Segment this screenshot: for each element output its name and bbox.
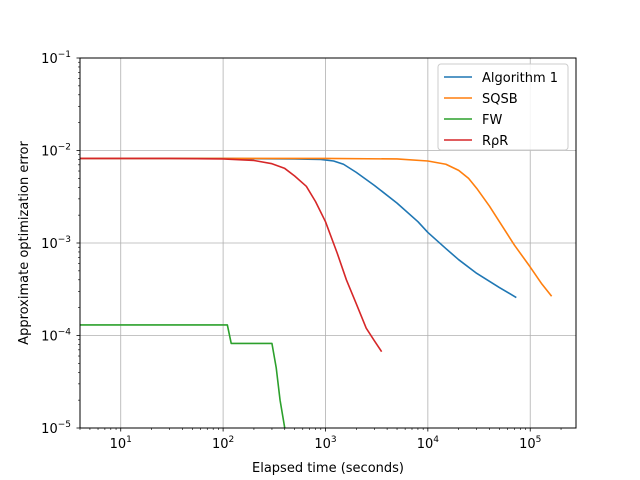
x-tick-label-3-base: 10 [417, 437, 434, 452]
x-tick-label-3: 104 [417, 435, 440, 452]
x-tick-label-2-base: 10 [314, 437, 331, 452]
legend: Algorithm 1 SQSB FW RρR [437, 63, 569, 151]
legend-label-r-r: RρR [482, 134, 508, 149]
legend-label-fw: FW [482, 113, 502, 128]
series-clip-group [80, 157, 553, 428]
x-tick-label-4: 105 [519, 435, 541, 452]
x-tick-label-3-exponent: 4 [433, 435, 439, 445]
x-tick-label-1-exponent: 2 [229, 435, 235, 445]
series-layer [80, 157, 553, 428]
series-line-fw [80, 324, 286, 428]
y-tick-label-2-exponent: −3 [58, 235, 71, 245]
series-line-r-r [80, 157, 383, 353]
x-tick-label-2-exponent: 3 [331, 435, 337, 445]
y-tick-label-1-exponent: −4 [58, 328, 72, 338]
x-tick-label-4-base: 10 [519, 437, 536, 452]
series-line-sqsb [80, 157, 553, 297]
x-tick-label-0-exponent: 1 [126, 435, 132, 445]
y-tick-label-0: 10−5 [41, 420, 71, 437]
y-tick-label-3-base: 10 [41, 145, 58, 160]
y-tick-label-0-base: 10 [41, 422, 58, 437]
y-axis-title: Approximate optimization error [17, 141, 32, 345]
y-tick-label-4-exponent: −1 [58, 50, 71, 60]
x-tick-label-1-base: 10 [212, 437, 229, 452]
x-tick-label-0-base: 10 [110, 437, 127, 452]
x-axis: 101 102 103 104 105 [79, 428, 562, 452]
legend-frame [437, 63, 569, 151]
y-tick-label-4: 10−1 [41, 50, 71, 67]
y-tick-label-2-base: 10 [41, 237, 58, 252]
y-axis: 10−510−410−310−210−1 [41, 50, 80, 437]
x-axis-title: Elapsed time (seconds) [252, 461, 404, 476]
y-tick-label-4-base: 10 [41, 52, 58, 67]
y-tick-label-2: 10−3 [41, 235, 71, 252]
x-tick-label-2: 103 [314, 435, 336, 452]
y-tick-label-3-exponent: −2 [58, 143, 71, 153]
legend-label-algorithm-1: Algorithm 1 [482, 71, 558, 86]
y-tick-label-1-base: 10 [41, 330, 58, 345]
legend-label-sqsb: SQSB [482, 92, 518, 107]
x-tick-label-1: 102 [212, 435, 234, 452]
x-tick-label-0: 101 [110, 435, 132, 452]
y-tick-label-1: 10−4 [41, 328, 71, 345]
y-tick-label-3: 10−2 [41, 143, 71, 160]
y-tick-label-0-exponent: −5 [58, 420, 71, 430]
x-tick-label-4-exponent: 5 [536, 435, 542, 445]
